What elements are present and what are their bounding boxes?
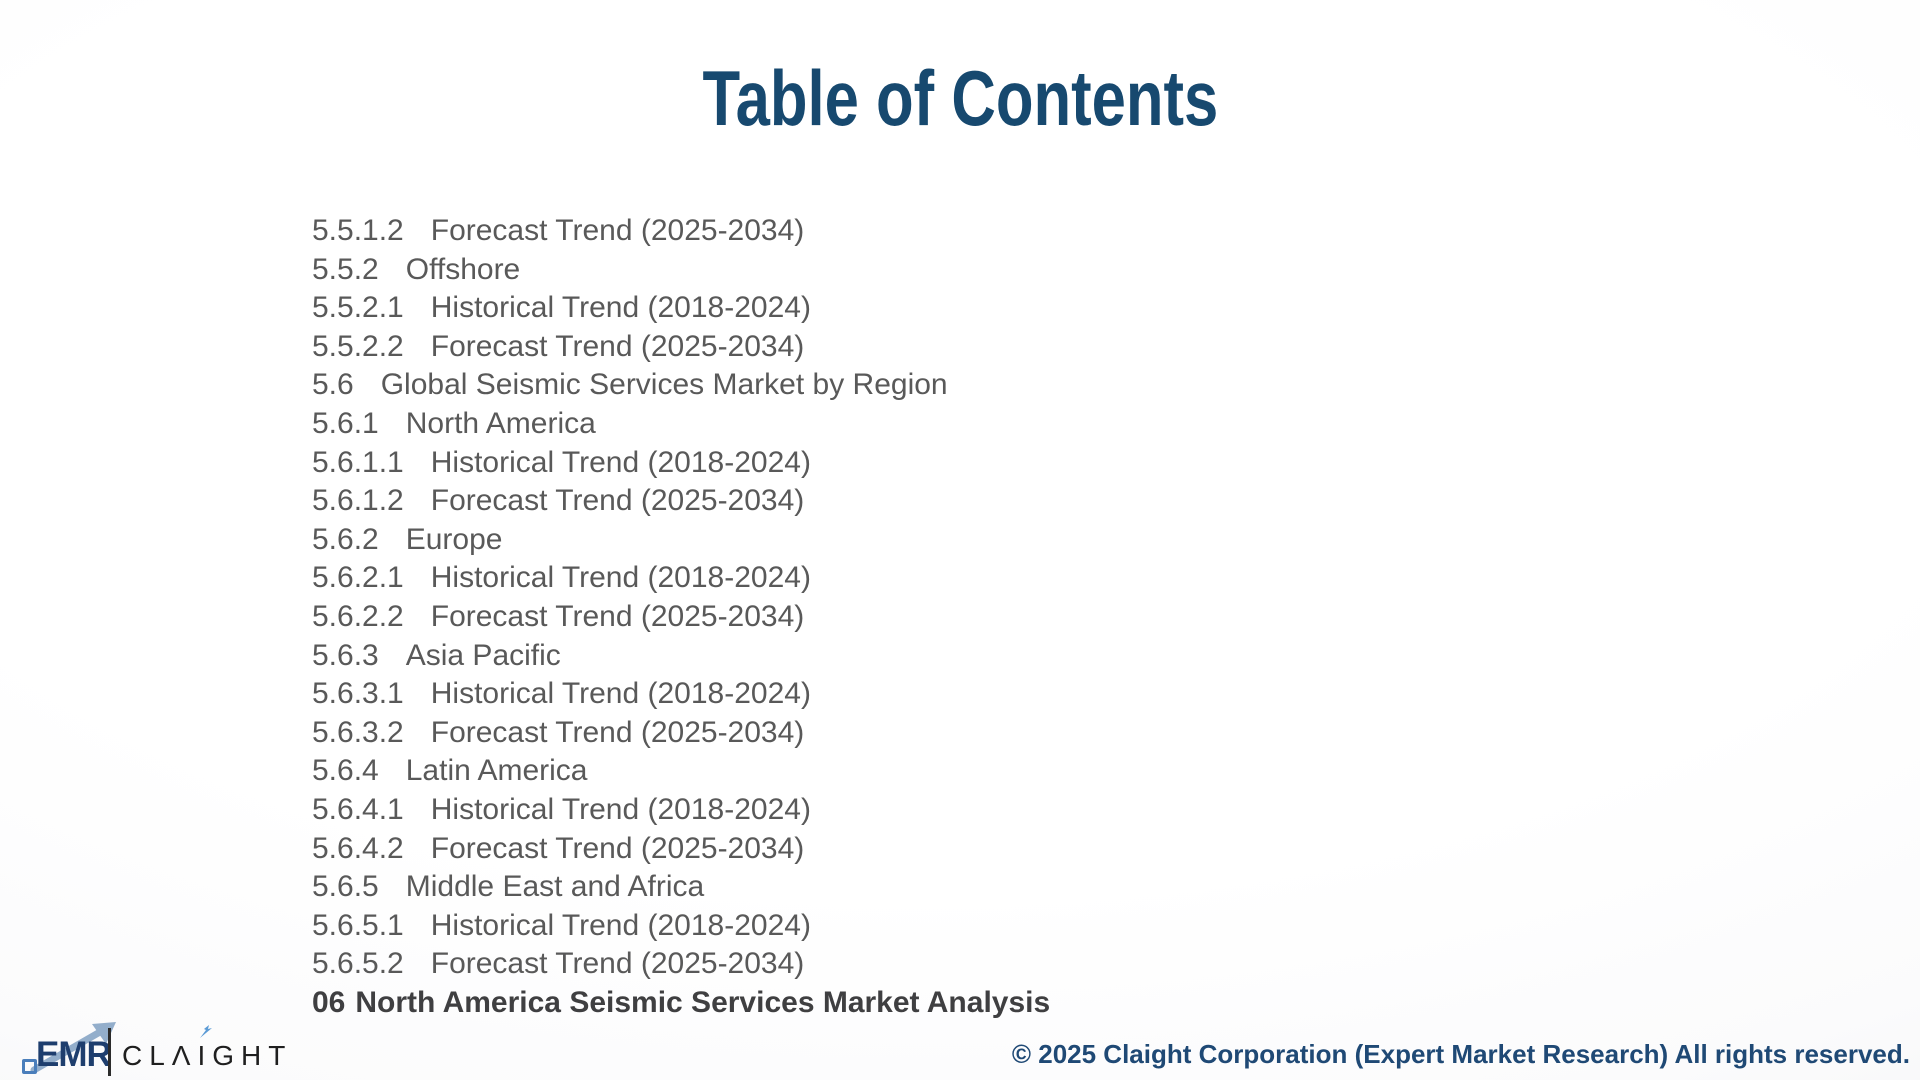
toc-item-number: 5.6.1.2 <box>312 484 404 518</box>
toc-item: 5.6.1 North America <box>312 405 1050 444</box>
toc-item-number: 5.6.1.1 <box>312 445 404 479</box>
toc-item-number: 5.6.2.2 <box>312 599 404 633</box>
toc-item: 5.6.2 Europe <box>312 521 1050 560</box>
toc-item-number: 5.5.1.2 <box>312 214 404 247</box>
toc-item-number: 5.6.4.2 <box>312 831 404 865</box>
emr-claight-logo: EMR CLΛIGHT <box>22 1016 312 1080</box>
title-bar: Table of Contents <box>0 54 1920 144</box>
toc-item-label: Forecast Trend (2025-2034) <box>430 329 805 363</box>
toc-item-label: Forecast Trend (2025-2034) <box>430 947 805 981</box>
toc-item-label: Asia Pacific <box>405 638 561 672</box>
toc-item-number: 5.6.2.1 <box>312 561 404 595</box>
toc-item-number: 5.6.2 <box>312 522 379 556</box>
toc-item: 5.5.2.2 Forecast Trend (2025-2034) <box>312 328 1050 367</box>
toc-item-number: 5.5.2.2 <box>312 329 404 363</box>
toc-item: 5.5.2 Offshore <box>312 251 1050 290</box>
toc-item-number: 5.6 <box>312 368 354 402</box>
logo-claight-text: CLΛIGHT <box>122 1025 293 1071</box>
toc-item-label: North America <box>405 406 596 440</box>
toc-item-number: 5.5.2.1 <box>312 291 404 325</box>
copyright-text: © 2025 Claight Corporation (Expert Marke… <box>1011 1039 1910 1069</box>
toc-item: 5.6.5 Middle East and Africa <box>312 868 1050 907</box>
toc-item-number: 5.6.3.2 <box>312 715 404 749</box>
toc-item-number: 5.6.4 <box>312 754 379 788</box>
toc-item-number: 5.6.1 <box>312 406 379 440</box>
toc-item-label: Middle East and Africa <box>405 870 705 904</box>
toc-item-label: Forecast Trend (2025-2034) <box>430 831 805 865</box>
toc-item-number: 5.6.4.1 <box>312 792 404 826</box>
toc-item-label: Historical Trend (2018-2024) <box>430 561 811 595</box>
toc-item-number: 5.6.5.1 <box>312 908 404 942</box>
toc-item: 5.6.3 Asia Pacific <box>312 637 1050 676</box>
toc-item-label: Latin America <box>405 754 588 788</box>
growth-arrow-icon <box>30 1022 116 1074</box>
toc-item-number: 5.6.5.2 <box>312 947 404 981</box>
toc-item: 5.6.4 Latin America <box>312 752 1050 791</box>
toc-item-label: Offshore <box>405 252 521 286</box>
toc-item-number: 5.6.3 <box>312 638 379 672</box>
toc-item: 5.6.2.2 Forecast Trend (2025-2034) <box>312 598 1050 637</box>
toc-item-label: Global Seismic Services Market by Region <box>380 368 948 402</box>
toc-item: 5.5.1.2 Forecast Trend (2025-2034) <box>312 212 1050 251</box>
toc-item-label: Historical Trend (2018-2024) <box>430 291 811 325</box>
toc-item: 5.6.2.1 Historical Trend (2018-2024) <box>312 559 1050 598</box>
toc-item: 5.6 Global Seismic Services Market by Re… <box>312 366 1050 405</box>
logo-emr-text: EMR <box>36 1035 112 1074</box>
toc-item-label: Historical Trend (2018-2024) <box>430 908 811 942</box>
toc-item-label: Historical Trend (2018-2024) <box>430 677 811 711</box>
toc-item-label: Forecast Trend (2025-2034) <box>430 214 805 247</box>
toc-item: 5.6.5.2 Forecast Trend (2025-2034) <box>312 945 1050 984</box>
bird-icon <box>200 1025 212 1038</box>
page-title: Table of Contents <box>702 54 1218 142</box>
toc-item-label: Forecast Trend (2025-2034) <box>430 484 805 518</box>
logo-divider <box>108 1028 111 1076</box>
toc-item: 5.5.2.1 Historical Trend (2018-2024) <box>312 289 1050 328</box>
toc-item-number: 5.5.2 <box>312 252 379 286</box>
toc-item: 5.6.1.2 Forecast Trend (2025-2034) <box>312 482 1050 521</box>
toc-item-label: Forecast Trend (2025-2034) <box>430 715 805 749</box>
toc-item: 06 North America Seismic Services Market… <box>312 984 1050 1023</box>
toc-item-label: Forecast Trend (2025-2034) <box>430 599 805 633</box>
logo-square-icon <box>22 1059 37 1074</box>
toc-item-number: 06 <box>312 985 346 1019</box>
toc-item: 5.6.1.1 Historical Trend (2018-2024) <box>312 444 1050 483</box>
toc-item: 5.6.3.2 Forecast Trend (2025-2034) <box>312 714 1050 753</box>
toc-item-label: Historical Trend (2018-2024) <box>430 445 811 479</box>
toc-item: 5.6.5.1 Historical Trend (2018-2024) <box>312 907 1050 946</box>
toc-item-number: 5.6.3.1 <box>312 677 404 711</box>
toc-item: 5.6.3.1 Historical Trend (2018-2024) <box>312 675 1050 714</box>
logo-claight-letters: CLΛIGHT <box>122 1040 293 1071</box>
toc-item-label: North America Seismic Services Market An… <box>355 985 1051 1019</box>
toc-item-number: 5.6.5 <box>312 870 379 904</box>
toc-item-label: Historical Trend (2018-2024) <box>430 792 811 826</box>
toc-item: 5.6.4.1 Historical Trend (2018-2024) <box>312 791 1050 830</box>
toc-list: 5.5.1.2 Forecast Trend (2025-2034) 5.5.2… <box>312 212 1050 1022</box>
toc-item-label: Europe <box>405 522 503 556</box>
toc-item: 5.6.4.2 Forecast Trend (2025-2034) <box>312 830 1050 869</box>
